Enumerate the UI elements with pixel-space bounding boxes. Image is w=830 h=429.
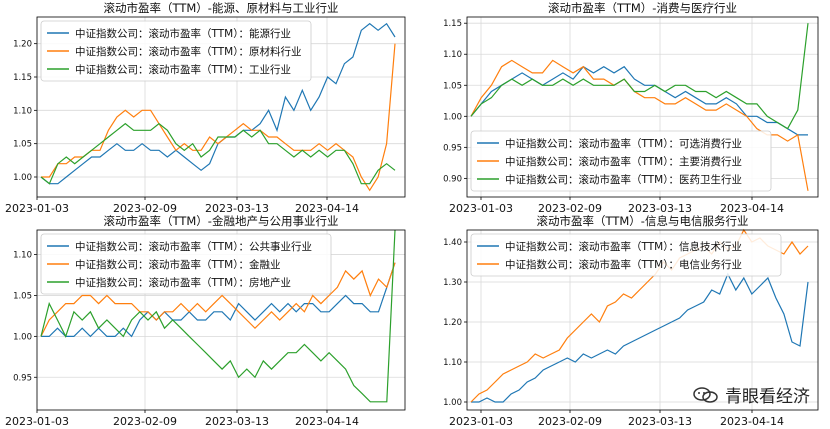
legend-label: 中证指数公司：滚动市盈率（TTM）：可选消费行业 <box>505 137 742 150</box>
legend-box <box>470 233 782 277</box>
x-tick-label: 2023-02-09 <box>538 202 602 215</box>
legend: 中证指数公司：滚动市盈率（TTM）：信息技术行业中证指数公司：滚动市盈率（TTM… <box>470 233 782 277</box>
watermark: 青眼看经济 <box>693 382 810 407</box>
legend-label: 中证指数公司：滚动市盈率（TTM）：信息技术行业 <box>505 240 742 253</box>
x-tick-label: 2023-02-09 <box>538 415 602 428</box>
series-line-3 <box>40 229 396 403</box>
y-tick-label: 1.00 <box>443 112 462 122</box>
legend-label: 中证指数公司：滚动市盈率（TTM）：主要消费行业 <box>505 155 742 168</box>
chart-panel-4: 滚动市盈率（TTM）-信息与电信服务行业 1.00 1.10 1.20 1.30 1.40… <box>443 214 819 428</box>
x-tick-label: 2023-03-13 <box>205 202 269 215</box>
x-tick-label: 2023-01-03 <box>449 415 513 428</box>
wechat-logo-icon <box>693 386 718 403</box>
y-tick-label: 1.05 <box>13 140 32 150</box>
legend-label: 中证指数公司：滚动市盈率（TTM）：能源行业 <box>75 27 291 40</box>
x-tick-label: 2023-02-09 <box>113 415 177 428</box>
legend-label: 中证指数公司：滚动市盈率（TTM）：工业行业 <box>75 63 291 76</box>
chart-title: 滚动市盈率（TTM）-信息与电信服务行业 <box>537 214 749 228</box>
y-tick-label: 1.15 <box>13 73 32 83</box>
series-line-1 <box>471 272 809 403</box>
y-tick-label: 1.30 <box>443 278 462 288</box>
legend: 中证指数公司：滚动市盈率（TTM）：可选消费行业中证指数公司：滚动市盈率（TTM… <box>470 130 772 192</box>
x-tick-label: 2023-03-13 <box>628 415 692 428</box>
watermark-text: 青眼看经济 <box>725 387 810 407</box>
y-tick-label: 1.20 <box>13 40 32 50</box>
y-tick-label: 1.10 <box>443 50 462 60</box>
y-tick-label: 1.10 <box>13 106 32 116</box>
x-tick-label: 2023-04-14 <box>720 202 784 215</box>
plot-frame <box>36 229 406 411</box>
x-tick-label: 2023-01-03 <box>5 202 69 215</box>
chart-title: 滚动市盈率（TTM）-金融地产与公用事业行业 <box>104 214 339 228</box>
legend: 中证指数公司：滚动市盈率（TTM）：公共事业行业中证指数公司：滚动市盈率（TTM… <box>40 233 332 295</box>
legend-box <box>40 233 332 295</box>
legend-box <box>470 130 772 192</box>
y-tick-label: 1.40 <box>443 238 462 248</box>
plot-frame <box>36 16 406 198</box>
chart-title: 滚动市盈率（TTM）-消费与医疗行业 <box>548 1 737 15</box>
series-line-1 <box>41 262 396 338</box>
legend-label: 中证指数公司：滚动市盈率（TTM）：电信业务行业 <box>505 258 742 271</box>
y-tick-label: 0.95 <box>443 143 462 153</box>
legend-label: 中证指数公司：滚动市盈率（TTM）：原材料行业 <box>75 45 301 58</box>
series-line-2 <box>40 262 396 337</box>
plot-frame <box>466 16 819 198</box>
y-tick-label: 1.00 <box>443 398 462 408</box>
x-tick-label: 2023-01-03 <box>5 415 69 428</box>
x-tick-label: 2023-03-13 <box>205 415 269 428</box>
y-tick-label: 1.00 <box>13 332 32 342</box>
y-tick-label: 1.00 <box>13 173 32 183</box>
chart-panel-2: 滚动市盈率（TTM）-消费与医疗行业 0.90 0.95 1.00 1.05 1.10 1.… <box>443 1 819 215</box>
series-line-1 <box>470 65 808 136</box>
x-tick-label: 2023-04-14 <box>295 415 359 428</box>
legend-label: 中证指数公司：滚动市盈率（TTM）：公共事业行业 <box>75 240 312 253</box>
y-tick-label: 0.95 <box>13 373 32 383</box>
x-tick-label: 2023-02-09 <box>113 202 177 215</box>
y-tick-label: 1.10 <box>443 358 462 368</box>
chart-panel-1: 滚动市盈率（TTM）-能源、原材料与工业行业 1.00 1.05 1.10 1.15 1.… <box>5 1 406 215</box>
legend-box <box>40 20 312 82</box>
x-tick-label: 2023-03-13 <box>628 202 692 215</box>
legend-label: 中证指数公司：滚动市盈率（TTM）：医药卫生行业 <box>505 173 742 186</box>
legend: 中证指数公司：滚动市盈率（TTM）：能源行业中证指数公司：滚动市盈率（TTM）：… <box>40 20 312 82</box>
y-tick-label: 1.05 <box>13 291 32 301</box>
y-tick-label: 1.15 <box>443 19 462 29</box>
series-line-2 <box>470 59 809 191</box>
x-tick-label: 2023-01-03 <box>449 202 513 215</box>
x-tick-label: 2023-04-14 <box>720 415 784 428</box>
chart-panel-3: 滚动市盈率（TTM）-金融地产与公用事业行业 0.95 1.00 1.05 1.10 20… <box>5 214 406 428</box>
plot-frame <box>466 229 819 411</box>
y-tick-label: 1.10 <box>13 251 32 261</box>
chart-title: 滚动市盈率（TTM）-能源、原材料与工业行业 <box>104 1 339 15</box>
y-tick-label: 1.05 <box>443 81 462 91</box>
series-line-2 <box>41 43 396 192</box>
y-tick-label: 1.20 <box>443 318 462 328</box>
legend-label: 中证指数公司：滚动市盈率（TTM）：房地产业 <box>75 276 291 289</box>
y-tick-label: 0.90 <box>443 174 462 184</box>
series-line-3 <box>470 23 809 130</box>
series-line-3 <box>40 122 396 185</box>
x-tick-label: 2023-04-14 <box>295 202 359 215</box>
legend-label: 中证指数公司：滚动市盈率（TTM）：金融业 <box>75 258 280 271</box>
